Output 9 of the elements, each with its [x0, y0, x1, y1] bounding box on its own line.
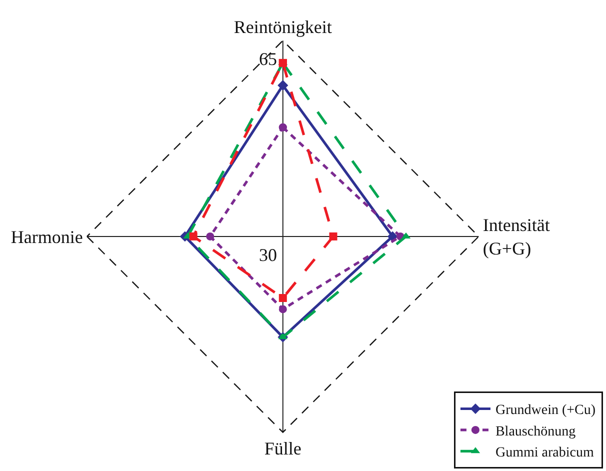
- spoke-label: Harmonie: [10, 226, 83, 247]
- y-tick-label: 65: [259, 49, 277, 69]
- legend-label: Gummi arabicum: [495, 446, 594, 461]
- spoke-label: Intensität (G+G): [482, 215, 550, 258]
- spoke-label: Fülle: [264, 438, 302, 458]
- legend-label: Blauschönung: [495, 424, 576, 440]
- legend-label: Grundwein (+Cu): [495, 403, 596, 418]
- spoke-label: Reintönigkeit: [234, 16, 332, 37]
- y-tick-label: 30: [259, 245, 277, 265]
